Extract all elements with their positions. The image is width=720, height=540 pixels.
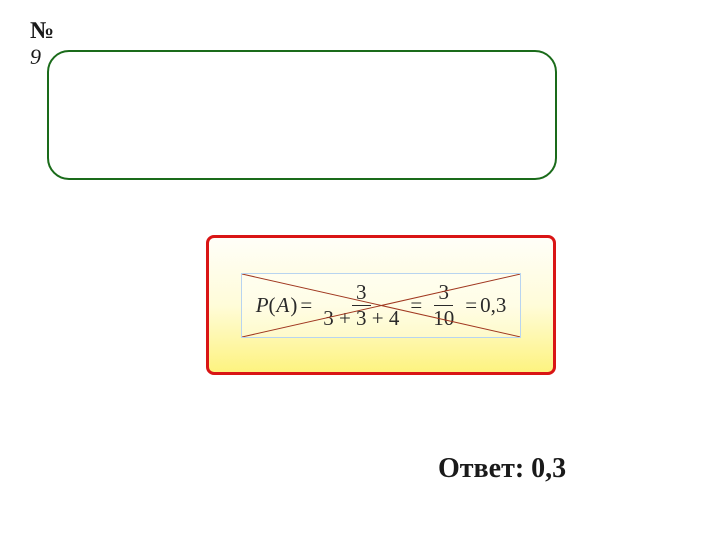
formula: P ( A ) = 3 3 + 3 + 4 = 3 10 = 0,3 [256,282,507,329]
formula-frac1-den: 3 + 3 + 4 [319,306,403,329]
formula-close-paren: ) [290,295,297,316]
formula-fraction-2: 3 10 [429,282,458,329]
answer-label: Ответ: [438,453,531,484]
problem-number: 9 [30,44,41,70]
answer-value: 0,3 [531,453,566,484]
answer-line: Ответ: 0,3 [438,453,566,485]
formula-fraction-1: 3 3 + 3 + 4 [319,282,403,329]
formula-var-A: A [277,295,290,316]
formula-equals-3: = [465,295,477,316]
formula-container: P ( A ) = 3 3 + 3 + 4 = 3 10 = 0,3 [241,273,522,338]
formula-equals-1: = [300,295,312,316]
formula-frac2-den: 10 [429,306,458,329]
formula-P: P [256,295,269,316]
formula-frac1-num: 3 [352,282,371,306]
formula-frac2-num: 3 [434,282,453,306]
formula-result: 0,3 [480,295,506,316]
solution-box: P ( A ) = 3 3 + 3 + 4 = 3 10 = 0,3 [206,235,556,375]
problem-number-sign: № [30,18,54,45]
problem-statement-box [47,50,557,180]
formula-open-paren: ( [269,295,276,316]
formula-equals-2: = [410,295,422,316]
